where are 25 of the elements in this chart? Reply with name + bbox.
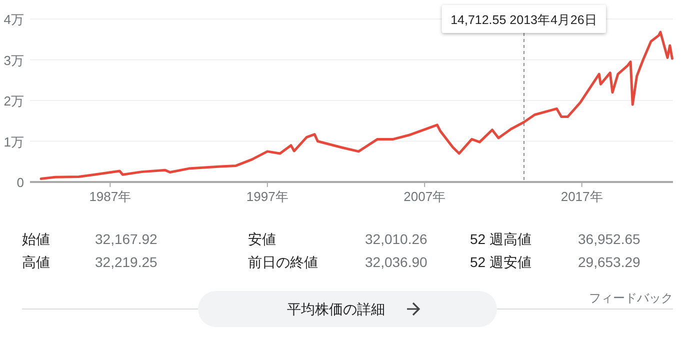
text: 32,167.92 [95, 231, 158, 247]
x-tick-label: 1997年 [246, 189, 288, 204]
x-tick-label: 2017年 [560, 189, 603, 204]
y-tick-label: 0 [16, 175, 24, 190]
text: 始値 [22, 231, 50, 247]
y-tick-label: 1万 [4, 134, 24, 150]
text: 29,653.29 [578, 254, 640, 270]
text: 32,010.26 [365, 231, 428, 247]
text: 前日の終値 [248, 254, 318, 270]
x-tick-label: 2007年 [404, 189, 446, 204]
annotation: 14,712.55 2013年4月26日 [450, 13, 598, 27]
text: 平均株価の詳細 [287, 301, 385, 317]
text: 32,036.90 [365, 254, 428, 270]
text: フィードバック [589, 291, 673, 305]
text: 安値 [248, 231, 276, 247]
text: 32,219.25 [95, 254, 158, 270]
y-tick-label: 3万 [4, 52, 24, 68]
y-tick-label: 4万 [4, 12, 24, 27]
text: 52 週安値 [470, 254, 532, 270]
text: 36,952.65 [578, 231, 640, 247]
text: 高値 [22, 254, 50, 270]
line-series [40, 30, 674, 180]
x-tick-label: 1987年 [89, 189, 132, 204]
text: 52 週高値 [470, 231, 532, 247]
y-tick-label: 2万 [4, 94, 24, 108]
